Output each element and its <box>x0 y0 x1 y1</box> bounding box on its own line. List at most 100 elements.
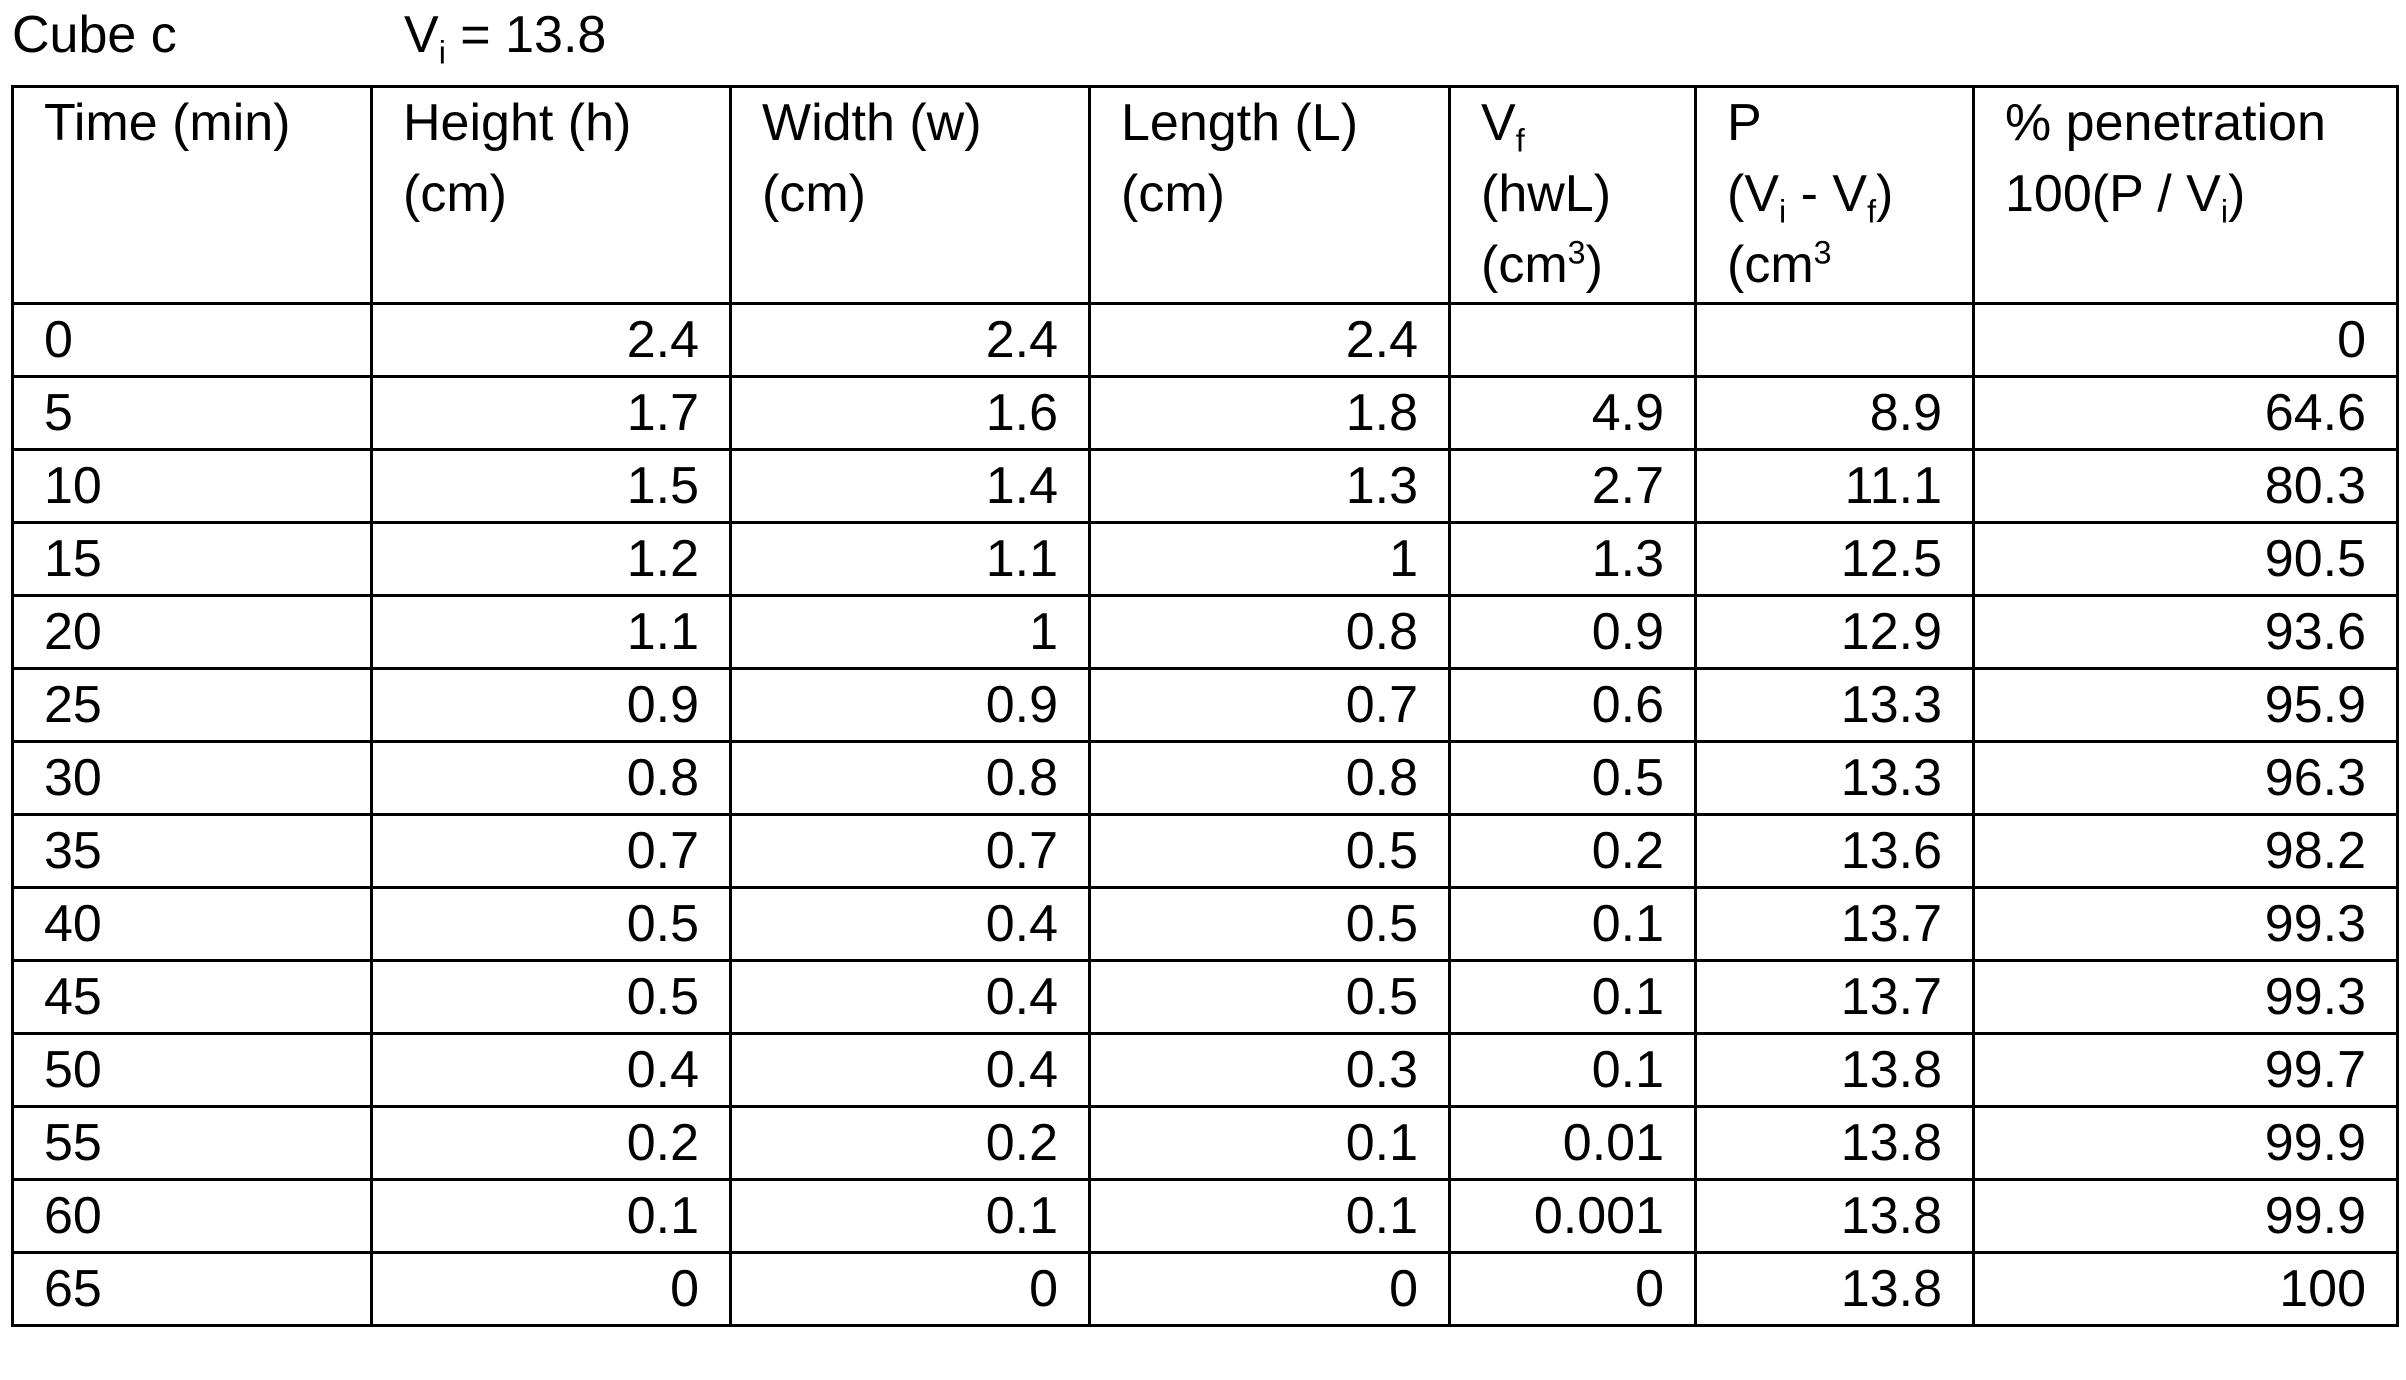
final-volume-cell: 4.9 <box>1448 375 1697 451</box>
time-cell: 60 <box>11 1178 373 1254</box>
table-row: 65 0 0 0 0 13.8 100 <box>11 1251 2399 1327</box>
length-cell: 0.5 <box>1088 959 1451 1035</box>
height-cell: 0.4 <box>370 1032 732 1108</box>
final-volume-cell: 0.01 <box>1448 1105 1697 1181</box>
time-cell: 35 <box>11 813 373 889</box>
penetration-volume-cell: 12.9 <box>1694 594 1975 670</box>
height-cell: 0.1 <box>370 1178 732 1254</box>
table-row: 50 0.4 0.4 0.3 0.1 13.8 99.7 <box>11 1032 2399 1108</box>
width-cell: 0.4 <box>729 959 1091 1035</box>
length-cell: 0.1 <box>1088 1178 1451 1254</box>
final-volume-cell: 0.2 <box>1448 813 1697 889</box>
length-cell: 0.3 <box>1088 1032 1451 1108</box>
penetration-volume-cell: 13.8 <box>1694 1251 1975 1327</box>
height-cell: 0.8 <box>370 740 732 816</box>
header-length: Length (L) (cm) <box>1088 85 1451 305</box>
percent-penetration-cell: 99.3 <box>1972 959 2399 1035</box>
penetration-volume-cell: 13.7 <box>1694 886 1975 962</box>
percent-penetration-cell: 99.9 <box>1972 1178 2399 1254</box>
penetration-volume-cell: 13.7 <box>1694 959 1975 1035</box>
width-cell: 1.4 <box>729 448 1091 524</box>
final-volume-cell: 0.1 <box>1448 959 1697 1035</box>
width-cell: 0.4 <box>729 1032 1091 1108</box>
length-cell: 0.1 <box>1088 1105 1451 1181</box>
width-cell: 0.4 <box>729 886 1091 962</box>
table-row: 10 1.5 1.4 1.3 2.7 11.1 80.3 <box>11 448 2399 524</box>
final-volume-cell: 0.001 <box>1448 1178 1697 1254</box>
table-row: 15 1.2 1.1 1 1.3 12.5 90.5 <box>11 521 2399 597</box>
width-cell: 0.2 <box>729 1105 1091 1181</box>
length-cell: 0.8 <box>1088 740 1451 816</box>
length-cell: 0.8 <box>1088 594 1451 670</box>
length-cell: 0.5 <box>1088 813 1451 889</box>
table-row: 40 0.5 0.4 0.5 0.1 13.7 99.3 <box>11 886 2399 962</box>
time-cell: 5 <box>11 375 373 451</box>
percent-penetration-cell: 99.3 <box>1972 886 2399 962</box>
height-cell: 1.1 <box>370 594 732 670</box>
final-volume-cell: 0.1 <box>1448 1032 1697 1108</box>
height-cell: 0.2 <box>370 1105 732 1181</box>
width-cell: 0 <box>729 1251 1091 1327</box>
table-body: 0 2.4 2.4 2.4 0 5 1.7 1.6 1.8 4.9 8.9 64.6 10 1.5 1.4 1… <box>11 302 2399 1327</box>
length-cell: 0.7 <box>1088 667 1451 743</box>
penetration-volume-cell: 13.8 <box>1694 1178 1975 1254</box>
width-cell: 0.7 <box>729 813 1091 889</box>
header-row: Time (min) Height (h) (cm) Width (w) (cm) … <box>11 85 2399 305</box>
percent-penetration-cell: 64.6 <box>1972 375 2399 451</box>
height-cell: 2.4 <box>370 302 732 378</box>
height-cell: 0.7 <box>370 813 732 889</box>
time-cell: 45 <box>11 959 373 1035</box>
table-row: 25 0.9 0.9 0.7 0.6 13.3 95.9 <box>11 667 2399 743</box>
penetration-volume-cell <box>1694 302 1975 378</box>
percent-penetration-cell: 99.9 <box>1972 1105 2399 1181</box>
percent-penetration-cell: 96.3 <box>1972 740 2399 816</box>
width-cell: 1.6 <box>729 375 1091 451</box>
final-volume-cell <box>1448 302 1697 378</box>
penetration-volume-cell: 13.3 <box>1694 667 1975 743</box>
table-row: 20 1.1 1 0.8 0.9 12.9 93.6 <box>11 594 2399 670</box>
final-volume-cell: 0 <box>1448 1251 1697 1327</box>
time-cell: 55 <box>11 1105 373 1181</box>
penetration-volume-cell: 13.8 <box>1694 1105 1975 1181</box>
time-cell: 25 <box>11 667 373 743</box>
table-row: 60 0.1 0.1 0.1 0.001 13.8 99.9 <box>11 1178 2399 1254</box>
percent-penetration-cell: 95.9 <box>1972 667 2399 743</box>
percent-penetration-cell: 99.7 <box>1972 1032 2399 1108</box>
width-cell: 1 <box>729 594 1091 670</box>
header-percent-penetration: % penetration 100(P / Vi) <box>1972 85 2399 305</box>
length-cell: 0.5 <box>1088 886 1451 962</box>
data-table: Time (min) Height (h) (cm) Width (w) (cm) … <box>11 85 2399 1327</box>
percent-penetration-cell: 0 <box>1972 302 2399 378</box>
final-volume-cell: 0.5 <box>1448 740 1697 816</box>
cube-label: Cube c <box>12 6 177 64</box>
header-penetration-volume: P (Vi - Vf) (cm3 <box>1694 85 1975 305</box>
time-cell: 50 <box>11 1032 373 1108</box>
time-cell: 30 <box>11 740 373 816</box>
time-cell: 65 <box>11 1251 373 1327</box>
width-cell: 0.1 <box>729 1178 1091 1254</box>
length-cell: 1 <box>1088 521 1451 597</box>
penetration-volume-cell: 13.3 <box>1694 740 1975 816</box>
time-cell: 40 <box>11 886 373 962</box>
height-cell: 1.5 <box>370 448 732 524</box>
initial-volume-label: Vi = 13.8 <box>404 6 607 71</box>
table-row: 0 2.4 2.4 2.4 0 <box>11 302 2399 378</box>
final-volume-cell: 1.3 <box>1448 521 1697 597</box>
penetration-volume-cell: 8.9 <box>1694 375 1975 451</box>
width-cell: 0.9 <box>729 667 1091 743</box>
time-cell: 20 <box>11 594 373 670</box>
time-cell: 10 <box>11 448 373 524</box>
length-cell: 0 <box>1088 1251 1451 1327</box>
final-volume-cell: 0.6 <box>1448 667 1697 743</box>
percent-penetration-cell: 98.2 <box>1972 813 2399 889</box>
height-cell: 1.2 <box>370 521 732 597</box>
percent-penetration-cell: 93.6 <box>1972 594 2399 670</box>
table-row: 30 0.8 0.8 0.8 0.5 13.3 96.3 <box>11 740 2399 816</box>
final-volume-cell: 0.1 <box>1448 886 1697 962</box>
time-cell: 0 <box>11 302 373 378</box>
header-height: Height (h) (cm) <box>370 85 732 305</box>
table-row: 5 1.7 1.6 1.8 4.9 8.9 64.6 <box>11 375 2399 451</box>
table-row: 35 0.7 0.7 0.5 0.2 13.6 98.2 <box>11 813 2399 889</box>
length-cell: 1.8 <box>1088 375 1451 451</box>
penetration-volume-cell: 12.5 <box>1694 521 1975 597</box>
